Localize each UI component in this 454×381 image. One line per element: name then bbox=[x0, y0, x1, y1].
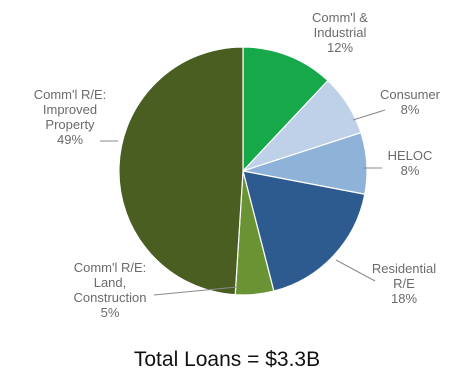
slice-label-0: Comm'l & Industrial 12% bbox=[312, 10, 368, 55]
slice-label-line: Comm'l R/E: bbox=[74, 260, 147, 275]
slice-label-line: Comm'l R/E: bbox=[34, 87, 107, 102]
slice-label-line: Improved bbox=[43, 102, 97, 117]
slice-label-line: Property bbox=[45, 117, 95, 132]
slice-label-line: Consumer bbox=[380, 87, 441, 102]
pie-slice-5 bbox=[118, 46, 244, 296]
leader-line-3 bbox=[335, 259, 376, 282]
slice-label-line: HELOC bbox=[388, 148, 433, 163]
slice-label-line: Comm'l & bbox=[312, 10, 368, 25]
pie-slice-0 bbox=[242, 46, 329, 173]
pie-slice-3 bbox=[242, 170, 366, 292]
slice-label-line: 5% bbox=[101, 305, 120, 320]
slice-label-line: 18% bbox=[391, 291, 417, 306]
slice-label-line: Land, bbox=[94, 275, 127, 290]
slice-label-line: 49% bbox=[57, 132, 83, 147]
slice-label-line: Construction bbox=[74, 290, 147, 305]
leader-line-4 bbox=[153, 286, 238, 296]
pie-slices bbox=[118, 46, 368, 296]
leader-line-1 bbox=[352, 109, 386, 121]
slice-label-3: Residential R/E 18% bbox=[372, 261, 436, 306]
slice-label-1: Consumer 8% bbox=[380, 87, 441, 117]
slice-label-line: Industrial bbox=[314, 25, 367, 40]
chart-caption: Total Loans = $3.3B bbox=[133, 348, 321, 371]
slice-label-line: 8% bbox=[401, 163, 420, 178]
leader-lines bbox=[100, 109, 386, 296]
slice-label-line: 8% bbox=[401, 102, 420, 117]
slice-label-5: Comm'l R/E: Improved Property 49% bbox=[34, 87, 107, 147]
slice-label-4: Comm'l R/E: Land, Construction 5% bbox=[74, 260, 147, 320]
slice-labels: Comm'l & Industrial 12%Consumer 8%HELOC 8%Re… bbox=[34, 10, 441, 320]
slice-label-line: Residential bbox=[372, 261, 436, 276]
slice-label-line: 12% bbox=[327, 40, 353, 55]
slice-label-line: R/E bbox=[393, 276, 415, 291]
slice-label-2: HELOC 8% bbox=[388, 148, 433, 178]
